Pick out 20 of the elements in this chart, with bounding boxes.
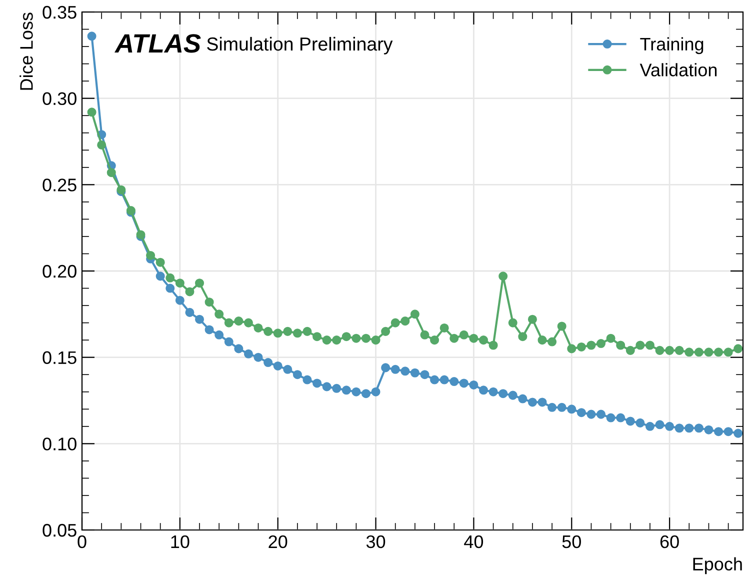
x-axis-title: Epoch xyxy=(693,557,742,574)
annotation: Simulation Preliminary xyxy=(207,36,393,54)
y-tick-label: 0.35 xyxy=(42,6,76,19)
x-tick-label: 0 xyxy=(78,535,86,548)
y-tick-label: 0.05 xyxy=(42,524,76,537)
y-tick-label: 0.10 xyxy=(42,438,76,450)
x-tick-label: 60 xyxy=(660,535,679,548)
legend-label: Validation xyxy=(640,63,717,76)
x-tick-label: 50 xyxy=(562,535,581,548)
y-tick-label: 0.30 xyxy=(42,92,76,106)
x-tick-label: 10 xyxy=(171,535,190,548)
annotation: ATLAS xyxy=(114,34,201,53)
y-tick-label: 0.15 xyxy=(42,351,76,364)
y-axis-title: Dice Loss xyxy=(20,12,33,90)
x-tick-label: 20 xyxy=(268,535,288,548)
x-tick-label: 30 xyxy=(366,535,386,548)
legend-label: Training xyxy=(640,37,704,54)
y-tick-label: 0.20 xyxy=(42,264,76,278)
y-tick-label: 0.25 xyxy=(42,178,76,192)
x-tick-label: 40 xyxy=(464,535,484,548)
